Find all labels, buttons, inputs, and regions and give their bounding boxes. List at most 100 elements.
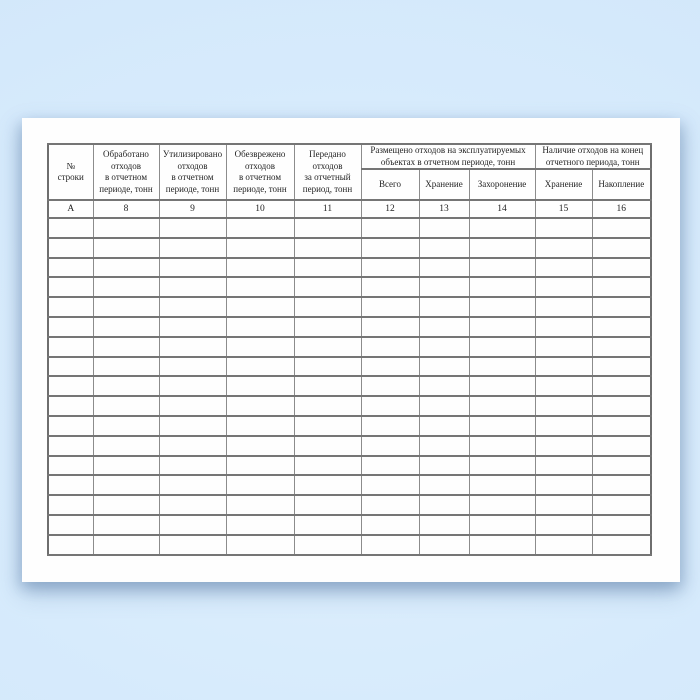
empty-cell xyxy=(360,494,420,516)
empty-cell xyxy=(534,316,593,338)
empty-cell xyxy=(47,375,94,398)
empty-cell xyxy=(418,415,470,437)
empty-cell xyxy=(92,434,160,457)
empty-cell xyxy=(225,236,295,259)
empty-cell xyxy=(418,434,470,457)
empty-cell xyxy=(47,513,94,536)
empty-cell xyxy=(225,316,295,338)
col-header-neutralized: Обезврежено отходов в отчетном периоде, … xyxy=(225,142,295,202)
empty-cell xyxy=(92,494,160,516)
empty-cell xyxy=(360,513,420,536)
empty-cell xyxy=(92,335,160,358)
empty-cell xyxy=(47,256,94,279)
empty-cell xyxy=(225,395,295,417)
col-header-accumulation: Накопление xyxy=(591,168,652,202)
empty-cell xyxy=(47,415,94,437)
empty-cell xyxy=(158,494,227,516)
empty-cell xyxy=(468,494,536,516)
empty-cell xyxy=(418,335,470,358)
empty-cell xyxy=(47,454,94,477)
empty-cell xyxy=(360,217,420,239)
empty-data-row xyxy=(47,355,652,378)
empty-cell xyxy=(468,474,536,497)
empty-cell xyxy=(360,355,420,378)
empty-cell xyxy=(225,276,295,299)
code-cell-15: 15 xyxy=(534,199,593,220)
empty-cell xyxy=(591,375,652,398)
code-cell-9: 9 xyxy=(158,199,227,220)
empty-cell xyxy=(293,335,362,358)
empty-cell xyxy=(225,494,295,516)
empty-cell xyxy=(534,276,593,299)
empty-cell xyxy=(47,316,94,338)
empty-cell xyxy=(418,316,470,338)
empty-cell xyxy=(591,355,652,378)
empty-cell xyxy=(468,335,536,358)
empty-cell xyxy=(418,513,470,536)
empty-cell xyxy=(225,513,295,536)
empty-cell xyxy=(225,355,295,378)
empty-cell xyxy=(468,415,536,437)
empty-cell xyxy=(92,296,160,319)
empty-cell xyxy=(468,256,536,279)
empty-cell xyxy=(418,494,470,516)
empty-cell xyxy=(293,256,362,279)
empty-cell xyxy=(92,355,160,378)
empty-data-row xyxy=(47,236,652,259)
empty-cell xyxy=(225,434,295,457)
col-header-storage-end: Хранение xyxy=(534,168,593,202)
empty-cell xyxy=(92,316,160,338)
empty-cell xyxy=(591,513,652,536)
empty-cell xyxy=(293,276,362,299)
empty-cell xyxy=(591,296,652,319)
empty-cell xyxy=(47,276,94,299)
empty-cell xyxy=(591,474,652,497)
empty-cell xyxy=(418,375,470,398)
empty-data-row xyxy=(47,494,652,516)
empty-data-row xyxy=(47,296,652,319)
code-cell-16: 16 xyxy=(591,199,652,220)
empty-cell xyxy=(418,533,470,556)
empty-cell xyxy=(360,415,420,437)
empty-cell xyxy=(418,236,470,259)
empty-cell xyxy=(418,217,470,239)
empty-cell xyxy=(158,296,227,319)
empty-cell xyxy=(360,454,420,477)
empty-cell xyxy=(360,276,420,299)
empty-cell xyxy=(225,217,295,239)
table-body-empty-rows xyxy=(47,217,652,556)
empty-cell xyxy=(360,296,420,319)
group-header-placed-waste: Размещено отходов на эксплуатируемых объ… xyxy=(360,142,536,171)
empty-cell xyxy=(47,236,94,259)
empty-cell xyxy=(92,454,160,477)
empty-cell xyxy=(158,335,227,358)
empty-cell xyxy=(534,395,593,417)
empty-cell xyxy=(591,454,652,477)
col-header-storage: Хранение xyxy=(418,168,470,202)
empty-cell xyxy=(418,454,470,477)
empty-cell xyxy=(534,296,593,319)
code-cell-11: 11 xyxy=(293,199,362,220)
empty-data-row xyxy=(47,474,652,497)
empty-cell xyxy=(591,316,652,338)
empty-cell xyxy=(418,256,470,279)
empty-data-row xyxy=(47,316,652,338)
document-page: № строки Обработано отходов в отчетном п… xyxy=(22,118,680,582)
empty-cell xyxy=(534,217,593,239)
empty-cell xyxy=(534,355,593,378)
empty-cell xyxy=(158,375,227,398)
empty-cell xyxy=(468,375,536,398)
empty-cell xyxy=(534,474,593,497)
empty-cell xyxy=(293,296,362,319)
empty-cell xyxy=(534,513,593,536)
empty-cell xyxy=(47,494,94,516)
empty-cell xyxy=(158,256,227,279)
group-header-remaining-waste: Наличие отходов на конец отчетного перио… xyxy=(534,142,652,171)
empty-data-row xyxy=(47,434,652,457)
col-header-burial: Захоронение xyxy=(468,168,536,202)
col-header-row-number: № строки xyxy=(47,142,94,202)
empty-cell xyxy=(225,296,295,319)
empty-cell xyxy=(591,494,652,516)
empty-cell xyxy=(293,415,362,437)
